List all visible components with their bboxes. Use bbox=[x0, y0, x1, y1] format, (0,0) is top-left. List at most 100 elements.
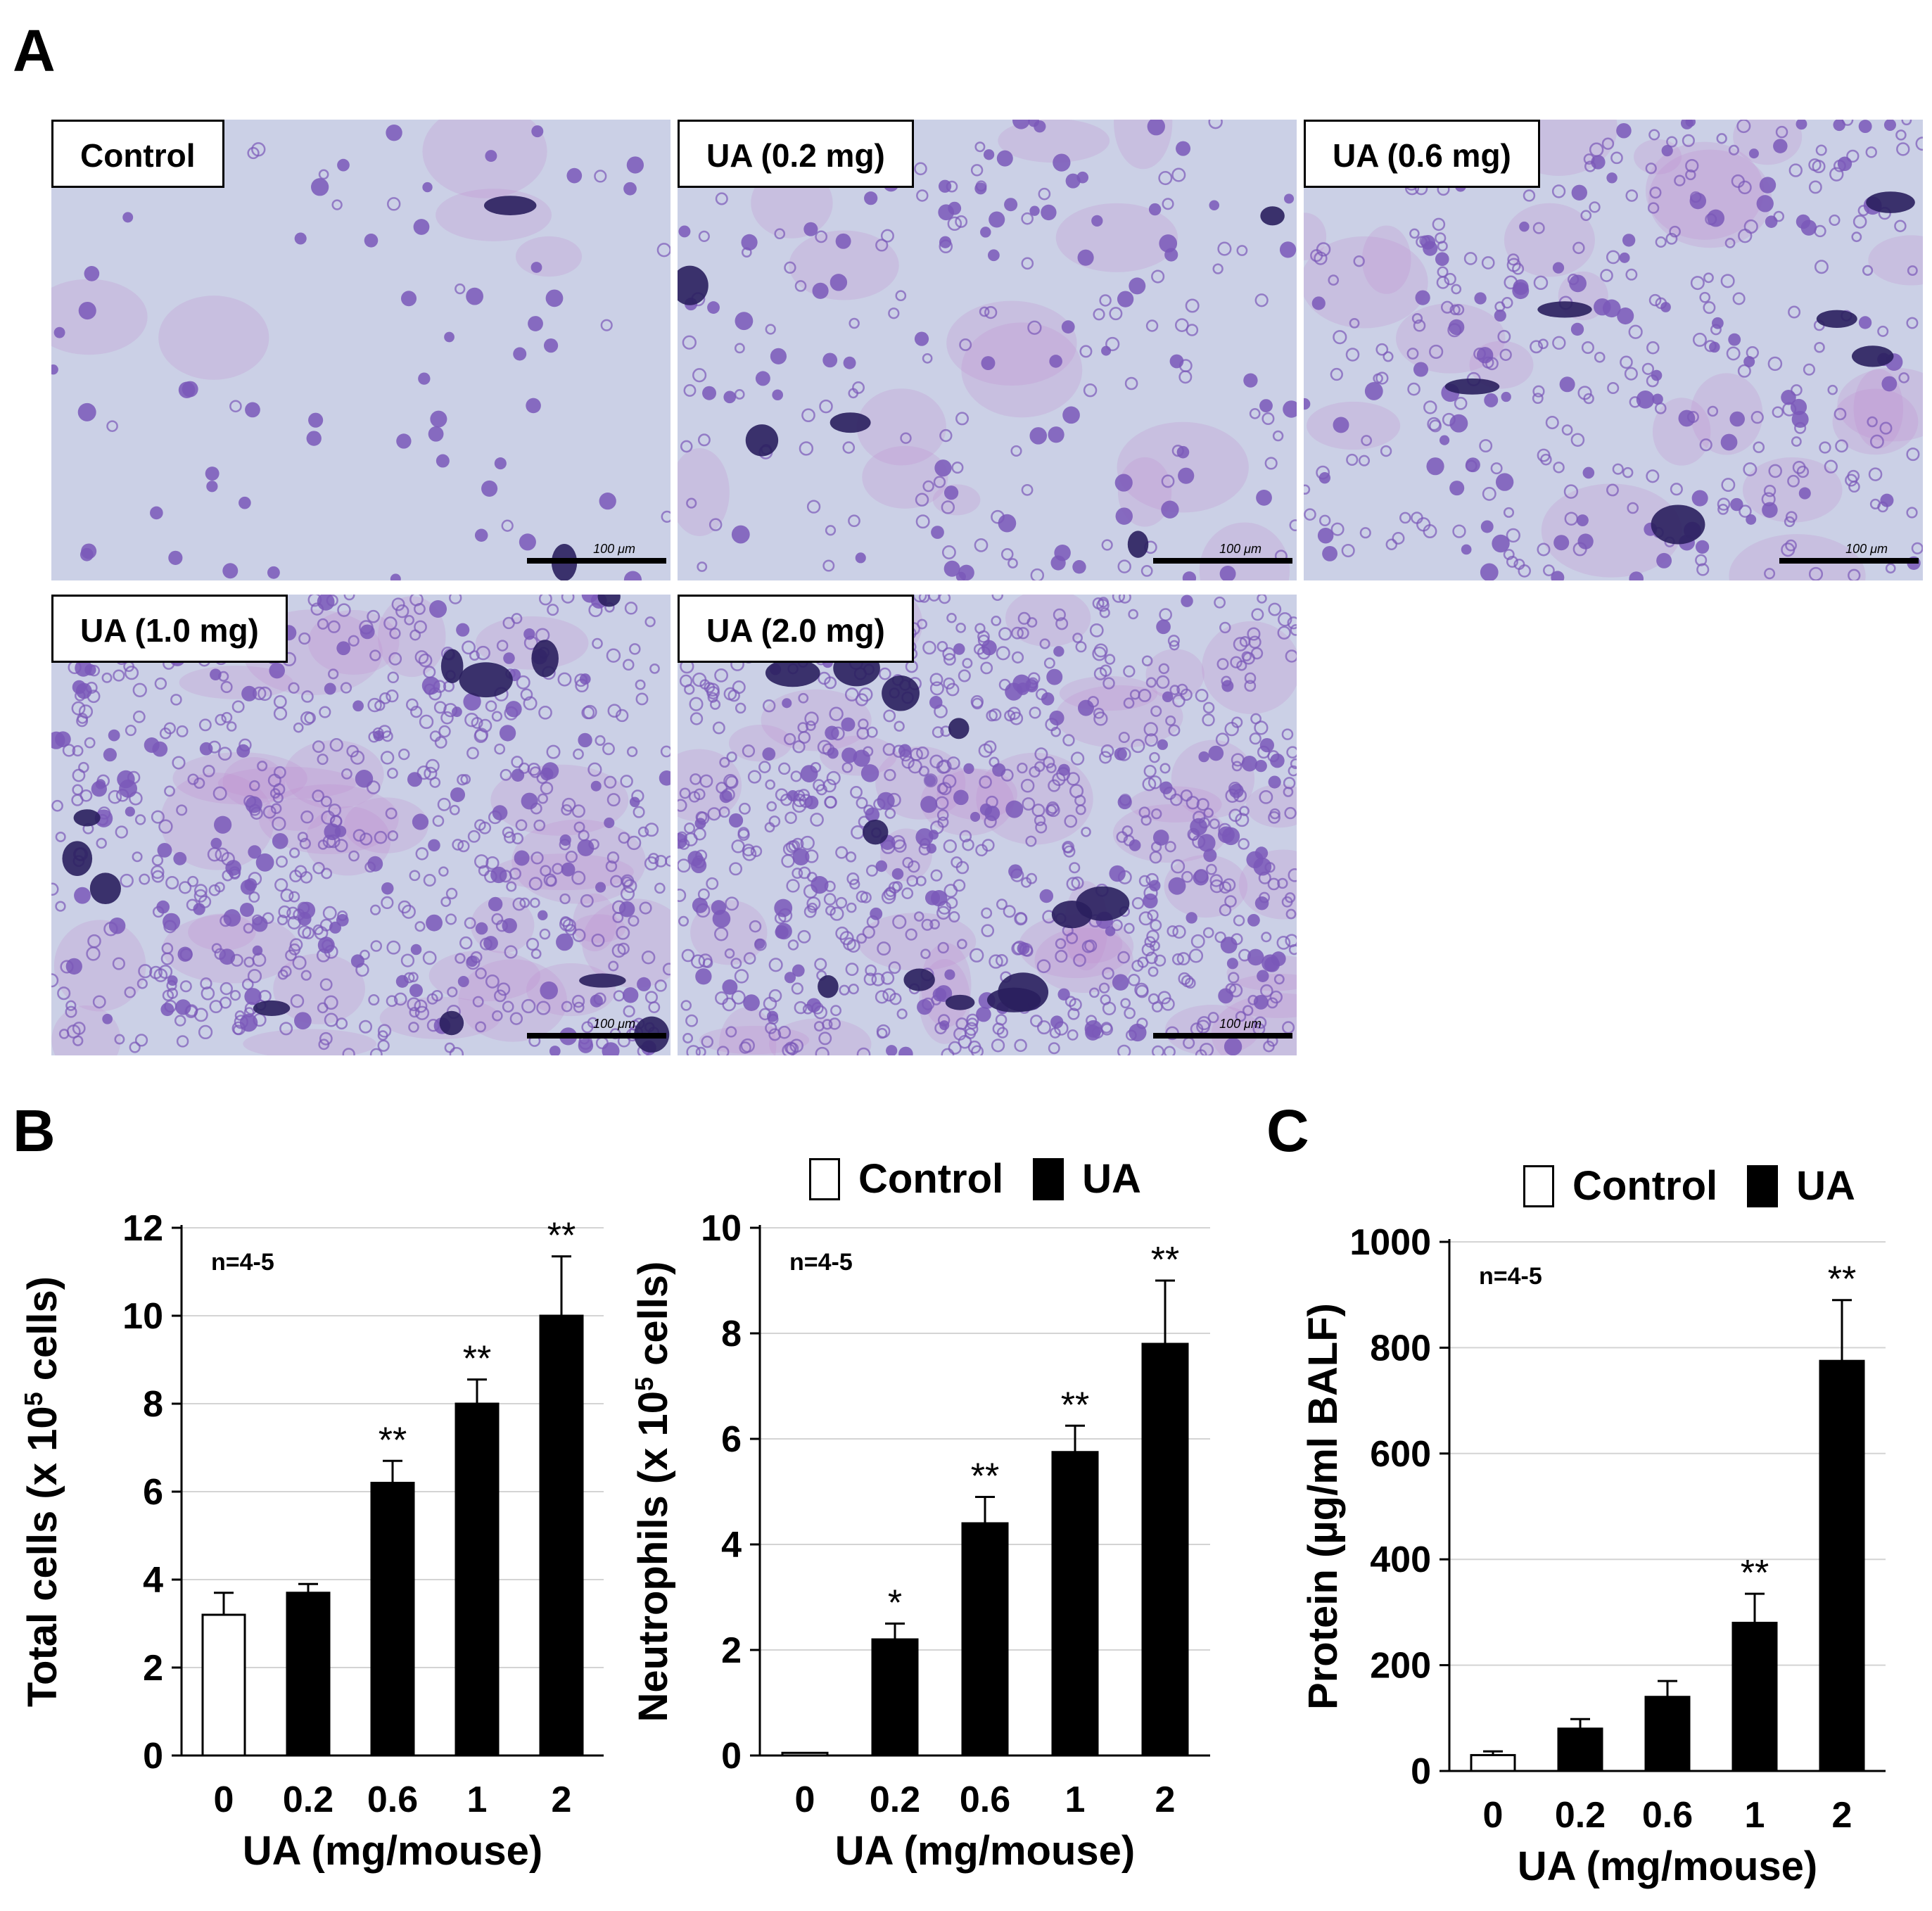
cell-ring bbox=[1011, 626, 1024, 640]
cell-ring bbox=[176, 1035, 189, 1048]
cell-ring bbox=[621, 876, 633, 887]
cell-ring bbox=[1014, 912, 1028, 926]
cell-ring bbox=[842, 441, 856, 454]
cell-ring bbox=[1093, 711, 1108, 726]
cell-ring bbox=[794, 280, 807, 292]
cell-ring bbox=[959, 830, 972, 843]
cell bbox=[53, 326, 65, 338]
cell-ring bbox=[835, 896, 848, 909]
cell-ring bbox=[202, 764, 215, 777]
cell-ring bbox=[1072, 633, 1083, 643]
cell bbox=[125, 806, 135, 817]
cell-ring bbox=[892, 915, 907, 929]
y-tick-label: 200 bbox=[1370, 1646, 1431, 1687]
cell bbox=[1519, 221, 1530, 232]
legend-swatch-ua bbox=[1747, 1164, 1779, 1207]
cell-ring bbox=[948, 910, 960, 923]
cell-ring bbox=[1129, 689, 1140, 700]
cell bbox=[488, 896, 503, 912]
cell-ring bbox=[286, 906, 300, 920]
y-tick-label: 600 bbox=[1370, 1434, 1431, 1475]
x-tick-label: 2 bbox=[1155, 1779, 1176, 1820]
cell-ring bbox=[1808, 180, 1822, 194]
cell bbox=[1115, 507, 1133, 525]
cell-ring bbox=[509, 1012, 523, 1025]
cell-ring bbox=[546, 744, 561, 759]
cell bbox=[1008, 864, 1023, 879]
cell bbox=[1243, 373, 1258, 388]
cell bbox=[396, 433, 412, 449]
cell-ring bbox=[247, 146, 260, 160]
cell-ring bbox=[937, 941, 949, 954]
cell bbox=[578, 732, 592, 748]
cell-ring bbox=[71, 701, 86, 716]
sample-size-annotation: n=4-5 bbox=[789, 1249, 853, 1276]
cell-ring bbox=[877, 941, 891, 956]
cell bbox=[474, 528, 488, 542]
cell-ring bbox=[1021, 483, 1034, 496]
cell-clump bbox=[459, 662, 513, 698]
cell-ring bbox=[502, 1001, 514, 1013]
cell-ring bbox=[882, 988, 896, 1002]
cell-ring bbox=[996, 899, 1008, 910]
cell-ring bbox=[547, 604, 559, 616]
cell-ring bbox=[1451, 284, 1462, 295]
cell bbox=[177, 946, 193, 962]
x-tick-label: 1 bbox=[467, 1779, 488, 1820]
cell-ring bbox=[964, 1022, 979, 1036]
cell-ring bbox=[895, 290, 907, 302]
cell-ring bbox=[1117, 951, 1130, 964]
cell-clump bbox=[745, 424, 779, 457]
cell-ring bbox=[644, 856, 659, 871]
cell-ring bbox=[1276, 935, 1291, 950]
cell bbox=[481, 480, 498, 497]
stain-haze bbox=[422, 120, 547, 198]
cell bbox=[1218, 988, 1234, 1004]
cell-ring bbox=[1503, 507, 1515, 518]
cell-ring bbox=[810, 813, 824, 827]
cell bbox=[604, 817, 615, 828]
cell-ring bbox=[1553, 462, 1565, 474]
cell-ring bbox=[595, 735, 606, 747]
cell bbox=[719, 789, 732, 804]
cell-ring bbox=[360, 832, 373, 846]
cell-ring bbox=[1304, 508, 1316, 521]
cell-clump bbox=[73, 809, 101, 827]
cell-ring bbox=[1846, 149, 1860, 163]
cell-ring bbox=[1545, 416, 1559, 430]
cell bbox=[1109, 865, 1126, 882]
y-tick-label: 10 bbox=[701, 1208, 742, 1249]
cell bbox=[1765, 215, 1778, 228]
cell bbox=[1495, 473, 1514, 491]
cell-ring bbox=[682, 335, 697, 350]
cell bbox=[1680, 120, 1693, 129]
cell-ring bbox=[449, 804, 460, 815]
bar bbox=[1731, 1621, 1778, 1772]
cell-ring bbox=[1164, 841, 1176, 853]
cell-ring bbox=[530, 948, 542, 960]
cell-ring bbox=[1149, 851, 1162, 864]
cell-ring bbox=[405, 698, 419, 711]
cell-ring bbox=[1219, 881, 1232, 894]
cell-ring bbox=[623, 1005, 635, 1017]
y-tick-label: 6 bbox=[143, 1472, 163, 1513]
cell-ring bbox=[393, 992, 407, 1006]
cell-ring bbox=[112, 957, 125, 970]
cell bbox=[822, 353, 838, 368]
cell-ring bbox=[331, 199, 343, 210]
cell-ring bbox=[942, 647, 956, 661]
cell-ring bbox=[1685, 169, 1696, 181]
cell-ring bbox=[661, 510, 671, 523]
cell-ring bbox=[423, 874, 436, 887]
cell-ring bbox=[1209, 879, 1224, 894]
cell bbox=[1494, 309, 1506, 322]
cell-ring bbox=[557, 672, 572, 687]
cell-ring bbox=[933, 476, 946, 488]
cell-ring bbox=[1767, 356, 1783, 372]
cell-ring bbox=[336, 1017, 348, 1030]
cell-ring bbox=[512, 897, 526, 911]
cell-ring bbox=[288, 682, 300, 694]
cell-ring bbox=[848, 984, 859, 995]
cell-ring bbox=[327, 620, 341, 633]
cell-ring bbox=[193, 777, 205, 789]
